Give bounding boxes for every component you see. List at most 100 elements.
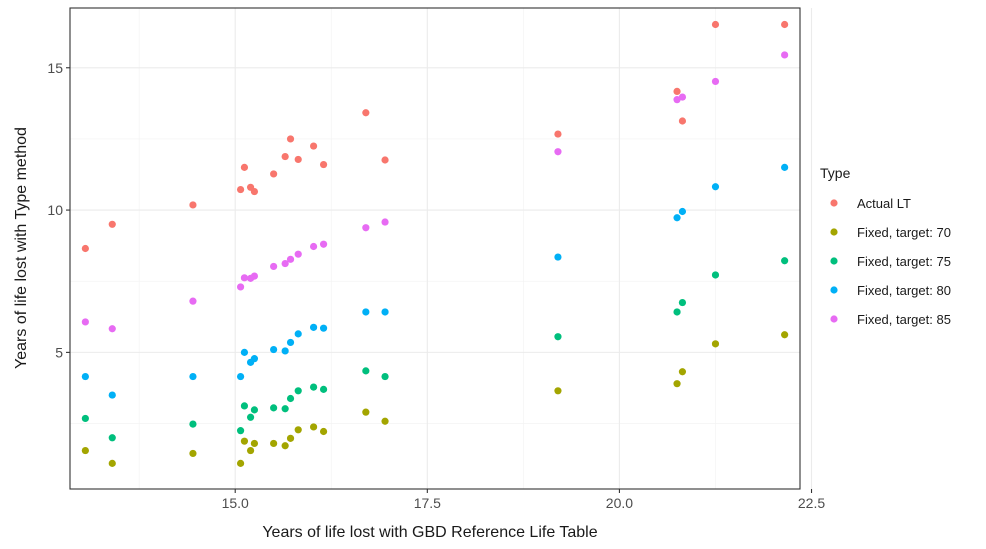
data-point: [294, 330, 302, 338]
data-point: [286, 255, 295, 263]
ticks-layer: 15.0 17.5 20.0 22.5 5 10 15: [47, 60, 825, 511]
data-point: [711, 183, 720, 191]
data-point: [270, 262, 278, 271]
x-tick-label: 17.5: [414, 495, 441, 511]
data-point: [250, 406, 259, 414]
data-point: [381, 417, 389, 425]
x-tick-label: 15.0: [222, 495, 249, 511]
data-point: [554, 148, 562, 156]
legend-label: Fixed, target: 75: [857, 254, 951, 269]
data-point: [240, 402, 249, 410]
data-point: [309, 323, 318, 331]
data-point: [319, 385, 328, 393]
legend-key: [830, 228, 838, 236]
data-point: [189, 420, 197, 428]
data-point: [189, 372, 197, 381]
legend-label: Actual LT: [857, 196, 911, 211]
data-point: [309, 242, 318, 251]
data-point: [108, 459, 116, 467]
x-tick-label: 20.0: [606, 495, 633, 511]
data-point: [781, 257, 789, 265]
data-point: [108, 434, 116, 442]
data-point: [362, 408, 370, 416]
data-point: [678, 298, 687, 307]
data-point: [554, 253, 562, 261]
legend-label: Fixed, target: 85: [857, 312, 951, 327]
data-point: [108, 220, 116, 228]
data-point: [250, 187, 259, 196]
data-point: [319, 324, 328, 332]
x-tick-label: 22.5: [798, 495, 825, 511]
data-point: [246, 446, 255, 455]
legend-key: [830, 315, 838, 323]
panel-border: [69, 7, 801, 490]
data-point: [281, 259, 289, 268]
data-point: [281, 405, 289, 413]
data-point: [240, 274, 249, 282]
data-point: [781, 163, 789, 171]
data-point: [236, 459, 245, 467]
data-point: [236, 185, 245, 194]
data-point: [294, 387, 302, 395]
data-point: [711, 20, 720, 29]
data-point: [673, 308, 681, 316]
grid-layer: [70, 8, 813, 489]
data-point: [189, 297, 197, 305]
data-point: [673, 214, 681, 222]
data-point: [270, 439, 278, 448]
data-point: [362, 367, 370, 375]
legend: Type Actual LT Fixed, target: 70 Fixed, ta…: [820, 165, 951, 327]
legend-key: [830, 286, 838, 294]
x-axis-title: Years of life lost with GBD Reference Li…: [262, 524, 597, 541]
data-point: [81, 414, 89, 423]
data-point: [678, 207, 687, 216]
data-point: [673, 96, 681, 104]
data-point: [381, 372, 389, 381]
data-point: [189, 449, 197, 458]
data-point: [294, 155, 302, 164]
data-point: [711, 77, 720, 86]
data-point: [236, 283, 245, 291]
data-point: [240, 437, 249, 445]
data-point: [250, 355, 259, 363]
data-point: [270, 345, 278, 354]
data-point: [554, 130, 562, 138]
data-point: [189, 201, 197, 209]
data-point: [554, 387, 562, 395]
legend-key: [830, 257, 838, 265]
data-point: [246, 413, 255, 421]
legend-key: [830, 199, 838, 207]
data-point: [381, 156, 389, 164]
data-point: [362, 224, 370, 232]
data-point: [362, 308, 370, 316]
data-point: [281, 442, 289, 450]
data-point: [319, 160, 328, 169]
data-point: [236, 372, 245, 381]
data-point: [711, 340, 720, 348]
data-point: [81, 244, 89, 253]
legend-title: Type: [820, 165, 851, 181]
y-axis-title: Years of life lost with Type method: [13, 127, 30, 369]
data-point: [309, 423, 318, 431]
data-point: [108, 391, 116, 399]
data-point: [81, 446, 89, 455]
data-point: [286, 135, 295, 143]
data-point: [286, 434, 295, 442]
data-point: [678, 93, 687, 101]
data-point: [281, 347, 289, 355]
data-point: [294, 250, 302, 258]
data-point: [781, 20, 789, 29]
data-point: [678, 117, 687, 125]
data-point: [108, 325, 116, 333]
data-point: [319, 427, 328, 436]
data-point: [362, 109, 370, 117]
data-point: [781, 51, 789, 59]
data-point: [250, 439, 259, 448]
data-point: [286, 338, 295, 347]
data-point: [781, 331, 789, 339]
data-point: [270, 404, 278, 412]
data-point: [381, 308, 389, 316]
legend-label: Fixed, target: 80: [857, 283, 951, 298]
